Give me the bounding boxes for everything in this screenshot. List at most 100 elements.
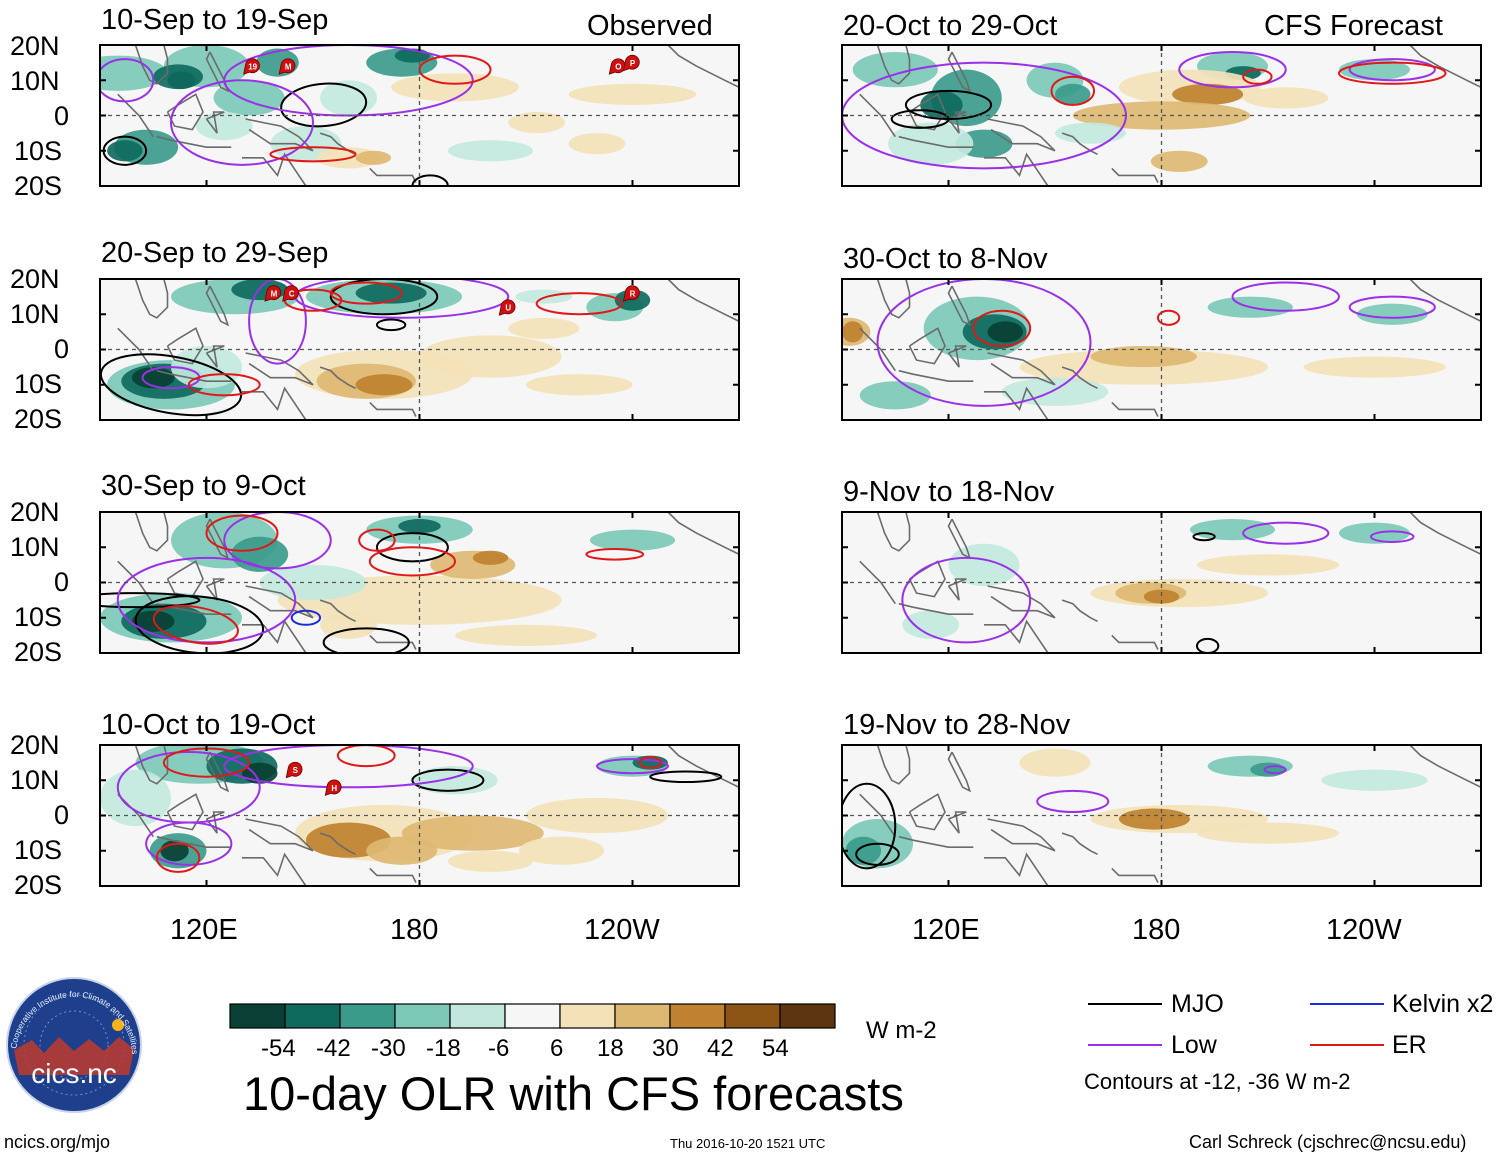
y-tick-20s: 20S bbox=[14, 870, 63, 900]
coastline bbox=[859, 793, 896, 838]
coastline bbox=[984, 619, 1049, 653]
olr-anomaly bbox=[1189, 519, 1276, 541]
olr-anomaly bbox=[320, 610, 377, 639]
olr-anomaly bbox=[1143, 589, 1180, 604]
x-tick-120e: 120E bbox=[912, 914, 980, 946]
colorbar-swatch bbox=[339, 1003, 396, 1029]
olr-anomaly bbox=[107, 140, 143, 162]
coastline bbox=[1409, 745, 1481, 789]
storm-label: U bbox=[505, 304, 511, 313]
storm-marker: P bbox=[622, 54, 640, 72]
x-tick-180: 180 bbox=[390, 914, 439, 946]
storm-icon bbox=[613, 61, 624, 72]
coastline bbox=[156, 135, 232, 148]
y-tick-20s: 20S bbox=[14, 637, 63, 667]
wave-contour bbox=[375, 532, 449, 563]
wave-contour bbox=[116, 556, 297, 644]
olr-anomaly bbox=[1356, 303, 1428, 325]
coastline bbox=[205, 111, 225, 134]
coastline bbox=[876, 45, 911, 85]
coastline bbox=[984, 152, 1049, 186]
coastline bbox=[205, 578, 225, 601]
coastline bbox=[242, 619, 307, 653]
olr-anomaly bbox=[1172, 83, 1244, 105]
olr-anomaly bbox=[447, 140, 534, 162]
storm-label: M bbox=[271, 290, 278, 299]
x-tick-120w: 120W bbox=[1326, 914, 1402, 946]
coastline bbox=[117, 327, 154, 372]
panel-title-forecast-3: 9-Nov to 18-Nov bbox=[843, 476, 1055, 508]
olr-anomaly bbox=[515, 289, 573, 304]
y-tick-eq: 0 bbox=[54, 334, 70, 364]
olr-anomaly bbox=[153, 64, 203, 90]
y-tick-20s: 20S bbox=[14, 171, 63, 201]
coastline bbox=[859, 327, 896, 372]
coastline bbox=[242, 152, 307, 186]
coastline bbox=[898, 602, 974, 615]
olr-anomaly bbox=[401, 815, 544, 851]
legend-er-label: ER bbox=[1392, 1031, 1427, 1059]
olr-anomaly bbox=[100, 769, 171, 827]
coastline bbox=[876, 512, 911, 552]
storm-marker: H bbox=[324, 779, 342, 796]
y-tick-10n: 10N bbox=[10, 532, 60, 562]
wave-contour bbox=[368, 546, 456, 577]
storm-label: R bbox=[630, 290, 636, 299]
map-panel-o3 bbox=[99, 511, 740, 654]
coastline bbox=[984, 852, 1049, 886]
storm-icon bbox=[503, 302, 514, 313]
storm-marker: C bbox=[282, 285, 299, 302]
olr-anomaly bbox=[391, 73, 519, 102]
coastline bbox=[908, 793, 946, 831]
colorbar bbox=[229, 1003, 836, 1029]
storm-icon bbox=[329, 782, 340, 793]
colorbar-swatch bbox=[449, 1003, 506, 1029]
olr-anomaly bbox=[1090, 345, 1197, 368]
coastline bbox=[947, 578, 967, 601]
map-panel-o2: M C U R bbox=[99, 278, 740, 421]
olr-anomaly bbox=[859, 381, 931, 410]
storm-icon bbox=[283, 61, 294, 72]
x-tick-120w: 120W bbox=[584, 914, 660, 946]
y-tick-eq: 0 bbox=[54, 800, 70, 830]
wave-contour bbox=[329, 279, 439, 316]
storm-icon bbox=[268, 288, 279, 299]
wave-contour bbox=[187, 373, 261, 397]
wave-contour bbox=[223, 745, 474, 789]
coastline bbox=[667, 512, 739, 556]
coastline bbox=[947, 285, 972, 327]
wave-contour bbox=[1263, 765, 1287, 775]
coastline bbox=[369, 867, 417, 883]
coastline bbox=[947, 518, 972, 560]
source-link[interactable]: ncics.org/mjo bbox=[4, 1132, 111, 1152]
y-tick-10s: 10S bbox=[14, 835, 63, 865]
coastline bbox=[1111, 867, 1159, 883]
storm-marker: R bbox=[622, 285, 640, 302]
colorbar-label: 30 bbox=[652, 1035, 679, 1062]
colorbar-swatch bbox=[779, 1003, 836, 1029]
coastline bbox=[1061, 132, 1098, 156]
wave-contour bbox=[1242, 521, 1330, 545]
colorbar-swatch bbox=[614, 1003, 671, 1029]
coastline bbox=[1409, 512, 1481, 556]
storm-marker: M bbox=[278, 58, 296, 75]
wave-contour bbox=[100, 592, 201, 609]
storm-marker: U bbox=[498, 299, 516, 316]
olr-anomaly bbox=[355, 374, 413, 396]
coastline bbox=[134, 279, 169, 319]
legend-mjo-label: MJO bbox=[1171, 990, 1224, 1018]
wave-contour bbox=[1369, 530, 1415, 543]
wave-contour bbox=[1192, 532, 1216, 542]
colorbar-swatch bbox=[394, 1003, 451, 1029]
storm-icon bbox=[627, 57, 638, 68]
storm-icon bbox=[247, 61, 258, 72]
legend bbox=[1088, 1003, 1384, 1046]
olr-anomaly bbox=[614, 289, 651, 311]
coastline bbox=[1061, 366, 1098, 390]
storm-marker: S bbox=[285, 761, 303, 779]
storm-marker: O bbox=[608, 58, 626, 75]
wave-contour bbox=[155, 842, 201, 873]
y-tick-10n: 10N bbox=[10, 765, 60, 795]
